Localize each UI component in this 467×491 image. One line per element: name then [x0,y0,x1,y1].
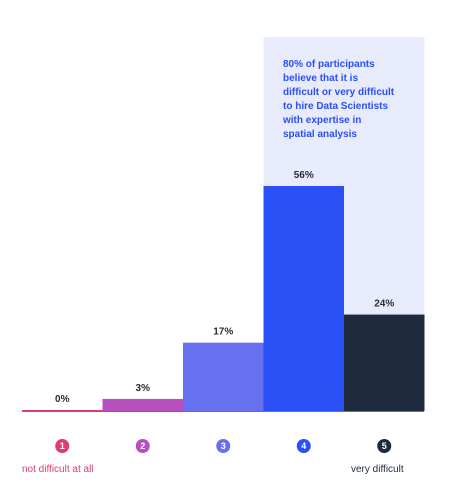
category-marker-2 [135,439,150,453]
category-marker-5 [377,439,392,453]
value-label-5: 24% [374,299,394,310]
category-label-1: 1 [60,441,65,451]
value-label-1: 0% [55,394,70,405]
category-label-5: 5 [382,441,387,451]
value-label-3: 17% [213,327,233,338]
bar-4 [263,186,344,411]
category-marker-1 [55,439,70,453]
category-marker-4 [296,439,311,453]
bar-3 [183,342,264,411]
category-label-2: 2 [140,441,145,451]
axis-label-right: very difficult [351,464,404,475]
category-label-4: 4 [301,441,306,451]
bar-2 [102,398,183,411]
bar-1 [22,410,103,411]
value-label-4: 56% [294,170,314,181]
category-marker-3 [216,439,231,453]
bar-5 [344,314,425,411]
category-label-3: 3 [221,441,226,451]
axis-label-left: not difficult at all [22,464,94,475]
annotation-text: 80% of participants believe that it is d… [283,59,395,140]
value-label-2: 3% [136,383,151,394]
